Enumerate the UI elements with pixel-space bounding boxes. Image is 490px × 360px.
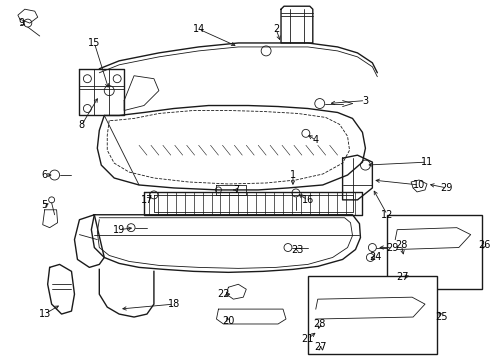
- Text: 11: 11: [421, 157, 433, 167]
- Text: 21: 21: [302, 334, 314, 344]
- Text: 4: 4: [313, 135, 319, 145]
- Text: 29: 29: [441, 183, 453, 193]
- Text: 28: 28: [395, 239, 407, 249]
- Text: 3: 3: [363, 95, 368, 105]
- Text: 6: 6: [42, 170, 48, 180]
- Text: 16: 16: [302, 195, 314, 205]
- Text: 24: 24: [369, 252, 382, 262]
- Text: 14: 14: [193, 24, 205, 34]
- Bar: [308, 276, 437, 354]
- Text: 27: 27: [315, 342, 327, 352]
- Text: 2: 2: [273, 24, 279, 34]
- Text: 27: 27: [396, 272, 409, 282]
- Text: 22: 22: [217, 289, 230, 299]
- Text: 10: 10: [413, 180, 425, 190]
- Text: 20: 20: [222, 316, 235, 326]
- Text: 9: 9: [19, 18, 25, 28]
- Text: 18: 18: [168, 299, 180, 309]
- Text: 13: 13: [39, 309, 51, 319]
- Text: 19: 19: [113, 225, 125, 235]
- Text: 28: 28: [314, 319, 326, 329]
- Text: 15: 15: [88, 38, 100, 48]
- Text: 1: 1: [290, 170, 296, 180]
- Text: 17: 17: [141, 195, 153, 205]
- Text: 12: 12: [381, 210, 393, 220]
- Text: 7: 7: [233, 185, 240, 195]
- Text: 5: 5: [42, 200, 48, 210]
- Text: 26: 26: [478, 239, 490, 249]
- Text: 8: 8: [78, 120, 84, 130]
- Text: 25: 25: [436, 312, 448, 322]
- Text: 23: 23: [292, 244, 304, 255]
- Text: 29: 29: [386, 243, 398, 252]
- Bar: [387, 215, 482, 289]
